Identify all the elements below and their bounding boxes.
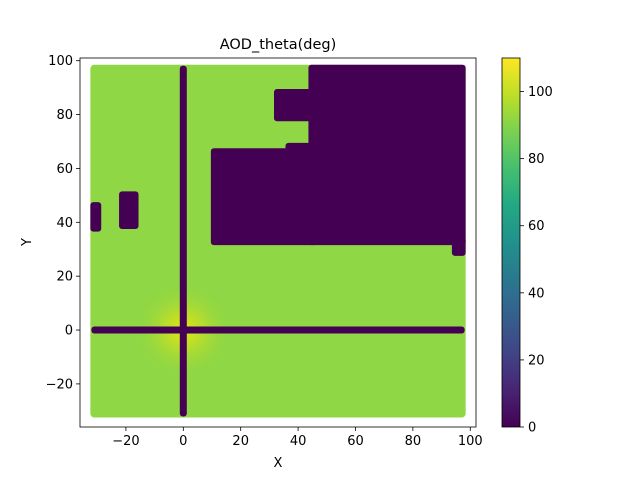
y-tick-label: 100: [48, 54, 73, 69]
dark-line-vertical: [179, 65, 187, 417]
y-axis-label: Y: [20, 238, 35, 247]
dark-region: [119, 191, 139, 229]
colorbar-tick-label: 40: [528, 286, 545, 301]
colorbar-tick-label: 0: [528, 421, 536, 436]
dark-line-horizontal: [91, 326, 465, 334]
colorbar-tick-label: 60: [528, 219, 545, 234]
x-tick-label: 100: [458, 434, 483, 449]
plot-frame: [79, 57, 477, 428]
y-tick-label: 60: [56, 162, 73, 177]
x-tick-label: 20: [232, 434, 249, 449]
dark-region: [285, 142, 317, 157]
colorbar-tick-label: 100: [528, 85, 553, 100]
colorbar-axis: 0 20 40 60 80 100: [520, 85, 553, 436]
y-tick-label: 0: [65, 324, 73, 339]
chart-title: AOD_theta(deg): [220, 37, 337, 53]
x-tick-label: 0: [179, 434, 187, 449]
x-tick-label: −20: [112, 434, 139, 449]
scatter-field: [90, 64, 466, 418]
dark-region: [308, 64, 466, 246]
y-tick-label: −20: [46, 377, 73, 392]
y-axis: −20 0 20 40 60 80 100: [46, 54, 80, 392]
dark-region: [90, 202, 102, 232]
colorbar: [501, 57, 521, 428]
x-tick-label: 60: [347, 434, 364, 449]
dark-region: [274, 89, 317, 122]
x-tick-label: 80: [405, 434, 422, 449]
colorbar-tick-label: 20: [528, 353, 545, 368]
y-tick-label: 20: [56, 270, 73, 285]
y-tick-label: 40: [56, 216, 73, 231]
colorbar-tick-label: 80: [528, 152, 545, 167]
x-axis: −20 0 20 40 60 80 100: [112, 427, 483, 449]
x-tick-label: 40: [290, 434, 307, 449]
dark-region: [451, 237, 466, 256]
dark-region: [210, 148, 317, 246]
y-tick-label: 80: [56, 108, 73, 123]
x-axis-label: X: [274, 456, 283, 471]
